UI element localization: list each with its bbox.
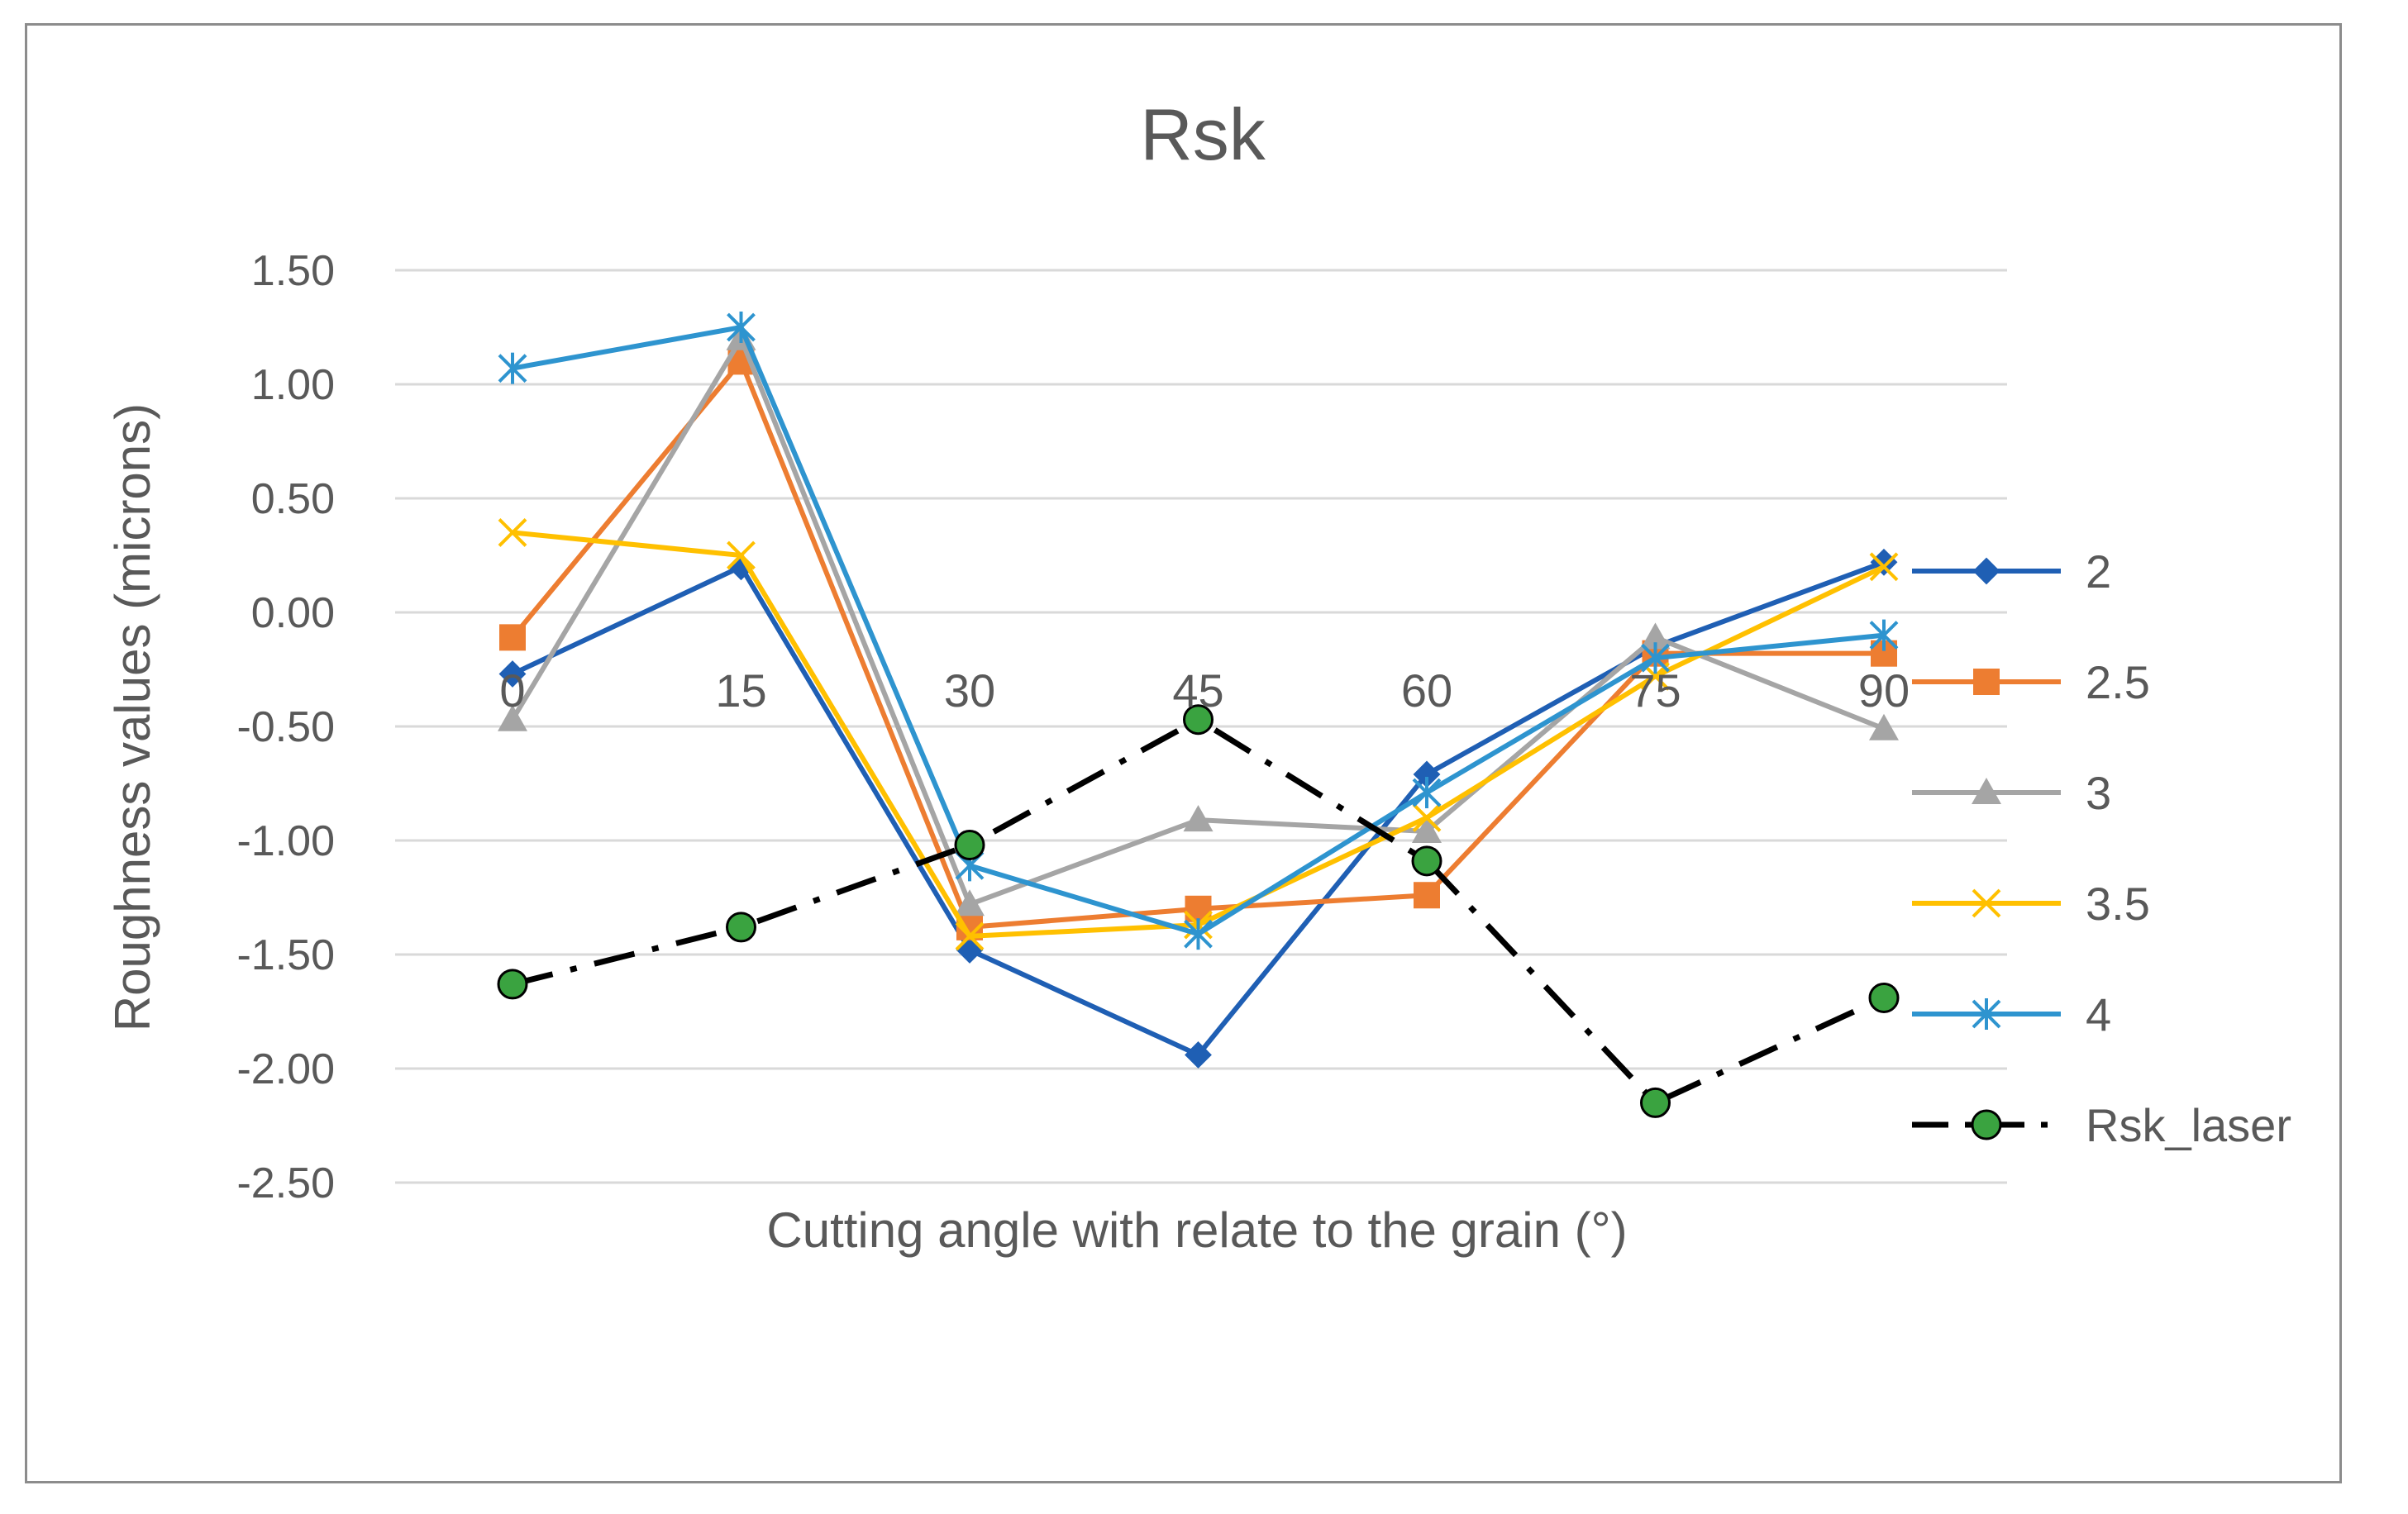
x-tick-label: 90: [1858, 664, 1910, 717]
marker-circle: [726, 912, 756, 943]
y-tick-label: 1.50: [251, 247, 335, 295]
y-tick-label: -0.50: [236, 703, 335, 751]
y-tick-label: -2.00: [236, 1045, 335, 1093]
marker-x: [1412, 802, 1442, 832]
marker-triangle: [955, 889, 985, 916]
marker-square: [1414, 882, 1440, 909]
marker-circle: [954, 830, 985, 861]
marker-diamond: [1972, 557, 2000, 585]
x-tick-labels: 0 15 30 45 60 75 90: [499, 664, 1910, 717]
marker-circle: [1868, 982, 1900, 1013]
legend-item: 2: [1912, 545, 2111, 598]
marker-circle: [1640, 1087, 1671, 1118]
chart-frame: Rsk 1.50 1.00 0.50 0.00 -0.50 -1.00 -1.50 -2.00…: [25, 23, 2342, 1483]
legend-label: 2.5: [2086, 656, 2150, 708]
marker-x: [955, 921, 985, 951]
marker-triangle: [1972, 778, 2001, 804]
x-axis-title: Cutting angle with relate to the grain (…: [766, 1202, 1627, 1258]
marker-x: [727, 540, 756, 570]
marker-circle: [1411, 845, 1442, 877]
legend-item: 3: [1912, 767, 2111, 819]
y-tick-label: 0.50: [251, 475, 335, 523]
chart-title: Rsk: [1140, 93, 1266, 175]
series-2-5: [499, 348, 1897, 940]
legend-item: Rsk_laser: [1912, 1099, 2291, 1151]
legend: 2 2.5 3 3.5 4 Rsk_laser: [1912, 545, 2291, 1151]
y-tick-label: 0.00: [251, 589, 335, 637]
marker-x: [1972, 888, 2001, 918]
y-tick-label: -2.50: [236, 1159, 335, 1207]
marker-triangle: [1640, 622, 1671, 650]
legend-item: 2.5: [1912, 656, 2150, 708]
y-tick-label: 1.00: [251, 361, 335, 409]
marker-triangle: [1183, 805, 1214, 832]
marker-triangle: [1412, 816, 1442, 843]
x-tick-label: 75: [1629, 664, 1681, 717]
x-tick-label: 60: [1401, 664, 1452, 717]
legend-label: 4: [2086, 988, 2111, 1040]
series-line: [512, 325, 1885, 937]
marker-triangle: [1869, 713, 1899, 740]
x-tick-label: 45: [1172, 664, 1223, 717]
series-layer: [497, 312, 1900, 1118]
x-tick-label: 30: [944, 664, 995, 717]
x-tick-label: 0: [499, 664, 525, 717]
legend-label: 3: [2086, 767, 2111, 819]
legend-label: 2: [2086, 545, 2111, 598]
y-tick-labels: 1.50 1.00 0.50 0.00 -0.50 -1.00 -1.50 -2.00 -2.5…: [236, 247, 335, 1207]
legend-item: 3.5: [1912, 878, 2150, 930]
marker-square: [499, 624, 526, 651]
marker-diamond: [498, 660, 527, 688]
marker-circle: [1971, 1109, 2002, 1140]
marker-square: [1973, 669, 2000, 695]
y-tick-label: -1.50: [236, 931, 335, 979]
marker-x: [498, 517, 527, 547]
chart-svg: Rsk 1.50 1.00 0.50 0.00 -0.50 -1.00 -1.50 -2.00…: [105, 93, 2291, 1258]
marker-circle: [1183, 704, 1214, 736]
series-4: [498, 312, 1899, 950]
series-Rsk-laser: [497, 704, 1900, 1118]
legend-item: 4: [1912, 988, 2111, 1040]
marker-diamond: [1185, 1041, 1212, 1069]
x-tick-label: 15: [715, 664, 766, 717]
marker-circle: [497, 969, 528, 1000]
legend-label: 3.5: [2086, 878, 2150, 930]
series-3: [498, 323, 1899, 916]
legend-label: Rsk_laser: [2086, 1099, 2291, 1151]
marker-x: [1869, 552, 1899, 582]
y-tick-label: -1.00: [236, 817, 335, 865]
y-axis-title: Roughness values (microns): [105, 403, 160, 1031]
marker-diamond: [956, 936, 984, 964]
marker-triangle: [498, 704, 527, 731]
